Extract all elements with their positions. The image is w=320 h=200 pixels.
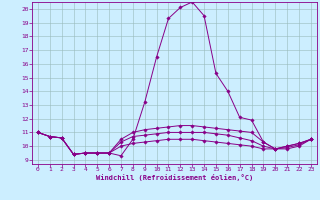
X-axis label: Windchill (Refroidissement éolien,°C): Windchill (Refroidissement éolien,°C) [96, 174, 253, 181]
